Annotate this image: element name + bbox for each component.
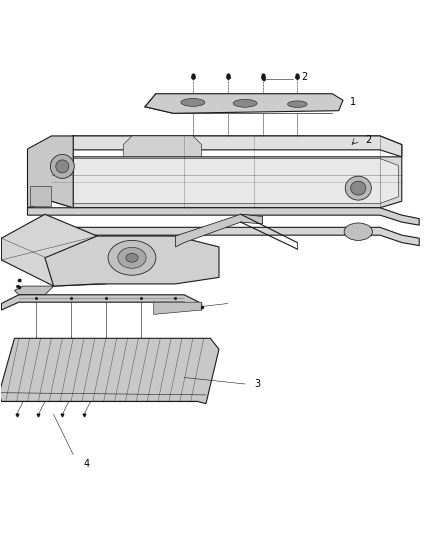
Polygon shape <box>154 302 201 314</box>
Polygon shape <box>1 295 201 310</box>
Polygon shape <box>145 94 343 114</box>
Ellipse shape <box>108 240 156 275</box>
Polygon shape <box>51 157 402 208</box>
Polygon shape <box>1 214 132 286</box>
Ellipse shape <box>56 160 69 173</box>
Text: 2: 2 <box>302 72 308 82</box>
Polygon shape <box>0 338 219 403</box>
Text: 3: 3 <box>254 379 260 389</box>
Ellipse shape <box>351 181 366 195</box>
Polygon shape <box>45 236 219 286</box>
Polygon shape <box>28 208 419 225</box>
Ellipse shape <box>181 99 205 107</box>
Polygon shape <box>28 228 419 246</box>
Polygon shape <box>51 136 402 157</box>
Ellipse shape <box>288 101 307 108</box>
Text: 2: 2 <box>365 135 371 146</box>
Polygon shape <box>28 136 73 208</box>
Polygon shape <box>14 286 53 295</box>
Polygon shape <box>54 158 398 204</box>
Ellipse shape <box>345 176 371 200</box>
Polygon shape <box>123 136 201 163</box>
Text: 1: 1 <box>350 97 356 107</box>
Ellipse shape <box>118 247 146 268</box>
Polygon shape <box>30 186 51 206</box>
Ellipse shape <box>233 99 257 107</box>
Text: 4: 4 <box>83 459 89 469</box>
Ellipse shape <box>344 223 372 240</box>
Ellipse shape <box>50 155 74 179</box>
Polygon shape <box>176 214 262 247</box>
Ellipse shape <box>126 254 138 262</box>
